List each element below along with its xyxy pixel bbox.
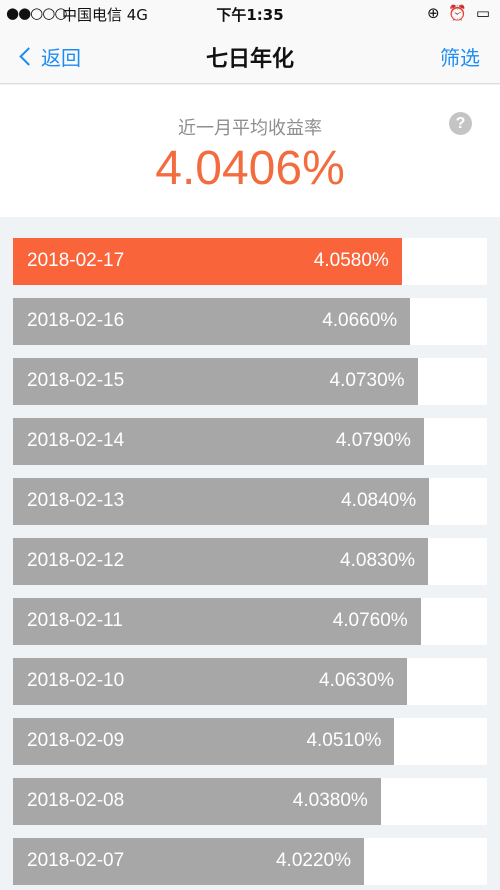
list-item[interactable]: 2018-02-10 4.0630% [13,658,487,705]
row-date: 2018-02-10 [27,670,125,691]
rate-bar [13,718,395,765]
rate-list: 2018-02-17 4.0580% 2018-02-16 4.0660% 2018-0… [0,217,500,890]
rate-bar [13,598,421,645]
rate-bar [13,838,364,885]
row-date: 2018-02-16 [27,310,125,331]
rate-bar [13,658,408,705]
carrier-label: 中国电信 4G [62,6,148,24]
status-time: 下午1:35 [216,6,284,24]
row-date: 2018-02-15 [27,370,125,391]
list-item[interactable]: 2018-02-12 4.0830% [13,538,487,585]
row-date: 2018-02-11 [27,610,123,631]
status-right-icons: ⊕ ⏰ ▭ [427,4,492,22]
row-date: 2018-02-14 [27,430,125,451]
row-date: 2018-02-08 [27,790,125,811]
list-item[interactable]: 2018-02-17 4.0580% [13,238,487,285]
row-date: 2018-02-17 [27,250,125,271]
signal-icon: ●●○○○ [6,4,67,22]
back-label: 返回 [41,46,81,70]
row-rate: 4.0790% [335,430,411,451]
row-rate: 4.0380% [292,790,368,811]
list-item[interactable]: 2018-02-14 4.0790% [13,418,487,465]
rate-bar [13,778,381,825]
rate-bar [13,418,424,465]
list-item[interactable]: 2018-02-15 4.0730% [13,358,487,405]
row-rate: 4.0660% [322,310,398,331]
filter-button[interactable]: 筛选 [440,46,480,70]
rate-bar [13,538,429,585]
row-rate: 4.0730% [329,370,405,391]
back-button[interactable]: 返回 [18,42,81,71]
list-item[interactable]: 2018-02-08 4.0380% [13,778,487,825]
summary-value: 4.0406% [155,142,345,195]
row-rate: 4.0580% [313,250,389,271]
row-date: 2018-02-12 [27,550,125,571]
rate-bar [13,478,430,525]
list-item[interactable]: 2018-02-11 4.0760% [13,598,487,645]
rate-bar [13,238,402,285]
chevron-left-icon [19,47,38,66]
summary-panel: 近一月平均收益率 ? 4.0406% [0,85,500,217]
status-bar: ●●○○○ 中国电信 4G 下午1:35 ⊕ ⏰ ▭ [0,0,500,28]
row-rate: 4.0760% [332,610,408,631]
row-rate: 4.0830% [340,550,416,571]
row-rate: 4.0510% [306,730,382,751]
list-item[interactable]: 2018-02-13 4.0840% [13,478,487,525]
list-item[interactable]: 2018-02-16 4.0660% [13,298,487,345]
help-icon[interactable]: ? [449,112,472,135]
rate-bar [13,298,411,345]
row-rate: 4.0840% [341,490,417,511]
summary-label: 近一月平均收益率 [178,118,322,139]
list-item[interactable]: 2018-02-07 4.0220% [13,838,487,885]
row-date: 2018-02-09 [27,730,125,751]
row-rate: 4.0220% [275,850,351,871]
row-date: 2018-02-07 [27,850,125,871]
list-item[interactable]: 2018-02-09 4.0510% [13,718,487,765]
nav-bar: 返回 七日年化 筛选 [0,28,500,84]
row-rate: 4.0630% [319,670,395,691]
row-date: 2018-02-13 [27,490,125,511]
rate-bar [13,358,418,405]
